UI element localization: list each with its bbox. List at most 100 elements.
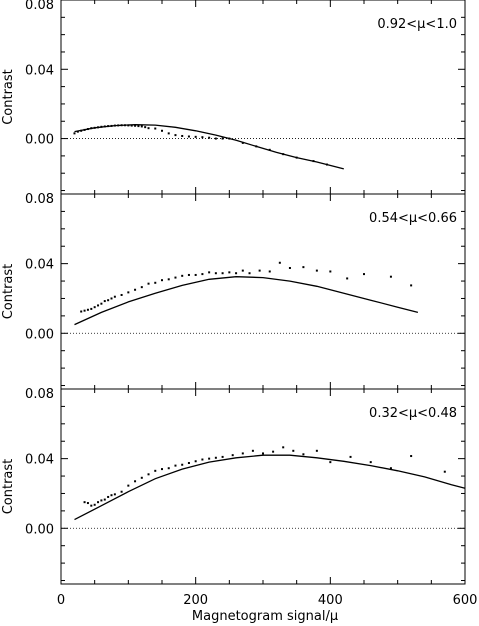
data-point (154, 127, 157, 130)
y-tick-label: 0.04 (25, 453, 54, 468)
data-point (90, 307, 93, 310)
panel-1: 0.00 0.04 0.08 Contrast 0.92<μ<1.0 (1, 0, 466, 195)
data-point (167, 132, 170, 135)
data-point (181, 463, 184, 466)
data-point (140, 125, 143, 128)
data-point (127, 484, 130, 487)
data-point (86, 308, 89, 311)
y-tick-label: 0.04 (25, 258, 54, 273)
data-point (292, 449, 295, 452)
data-point (147, 473, 150, 476)
data-point (140, 476, 143, 479)
data-point (258, 269, 261, 272)
data-point (127, 291, 130, 294)
x-tick-label: 200 (183, 593, 208, 608)
data-point (268, 270, 271, 273)
data-point (140, 286, 143, 289)
data-point (214, 456, 217, 459)
data-point (130, 124, 133, 127)
data-point (235, 272, 238, 275)
data-point (221, 455, 224, 458)
data-point (349, 455, 352, 458)
y-tick-label: 0.00 (25, 327, 54, 342)
panel-annotation: 0.92<μ<1.0 (377, 17, 457, 32)
data-point (174, 134, 177, 137)
data-point (97, 501, 100, 504)
data-point (194, 135, 197, 138)
data-point (369, 461, 372, 464)
fit-curve (74, 124, 344, 170)
data-point (144, 126, 147, 129)
data-point (103, 300, 106, 303)
fit-curve (74, 276, 419, 326)
data-point (262, 452, 264, 455)
data-point (231, 454, 234, 457)
data-point (329, 270, 332, 273)
y-axis-label: Contrast (1, 69, 16, 125)
data-point (329, 461, 332, 464)
y-tick-label: 0.04 (25, 63, 54, 78)
data-point (346, 277, 349, 280)
data-point (174, 276, 177, 279)
data-point (154, 281, 157, 284)
y-tick-label: 0.08 (25, 192, 54, 207)
data-point (251, 449, 254, 452)
data-point (228, 271, 231, 274)
y-axis-label: Contrast (1, 264, 16, 320)
data-point (194, 273, 197, 276)
data-point (241, 269, 244, 272)
x-tick-labels: 0 200 400 600 (57, 593, 478, 608)
data-point (100, 499, 103, 502)
data-point (113, 493, 116, 496)
y-tick-label: 0.08 (25, 0, 54, 13)
y-tick-label: 0.08 (25, 387, 54, 402)
data-point (221, 272, 224, 275)
data-point (90, 504, 93, 507)
data-point (181, 274, 184, 277)
data-point (187, 461, 190, 464)
panel-annotation: 0.32<μ<0.48 (369, 406, 457, 421)
x-tick-label: 600 (453, 593, 478, 608)
data-point (410, 455, 413, 458)
data-point (93, 503, 96, 506)
data-point (80, 310, 83, 313)
data-point (120, 293, 123, 296)
x-axis: 0 200 400 600 Magnetogram signal/μ (57, 593, 478, 624)
data-point (93, 306, 96, 309)
data-point (208, 136, 211, 139)
panel-2: 0.00 0.04 0.08 Contrast 0.54<μ<0.66 (1, 192, 466, 390)
data-point (208, 457, 211, 460)
panel-3: 0.00 0.04 0.08 Contrast 0.32<μ<0.48 (1, 387, 466, 585)
data-point (174, 464, 177, 467)
data-point (100, 302, 103, 305)
data-point (103, 498, 106, 501)
x-tick-label: 400 (318, 593, 343, 608)
data-point (113, 295, 116, 298)
data-point (134, 480, 137, 483)
data-point (302, 266, 305, 269)
data-point (97, 304, 100, 307)
data-point (167, 467, 170, 470)
data-point (187, 135, 190, 138)
data-point (161, 279, 163, 282)
data-point (302, 453, 305, 456)
data-point (134, 124, 137, 127)
data-point (86, 502, 89, 505)
data-point (147, 127, 150, 130)
data-point (83, 309, 86, 312)
data-point (83, 501, 86, 504)
data-point (214, 272, 217, 275)
data-point (187, 273, 190, 276)
data-point (363, 273, 365, 276)
fit-curve (74, 454, 466, 521)
data-point (107, 495, 110, 498)
y-tick-label: 0.00 (25, 522, 54, 537)
data-point (282, 446, 285, 449)
y-axis-label: Contrast (1, 459, 16, 515)
data-point (389, 467, 392, 470)
data-point (134, 288, 137, 291)
data-point (248, 272, 251, 275)
data-point (76, 130, 79, 133)
data-point (73, 132, 76, 135)
